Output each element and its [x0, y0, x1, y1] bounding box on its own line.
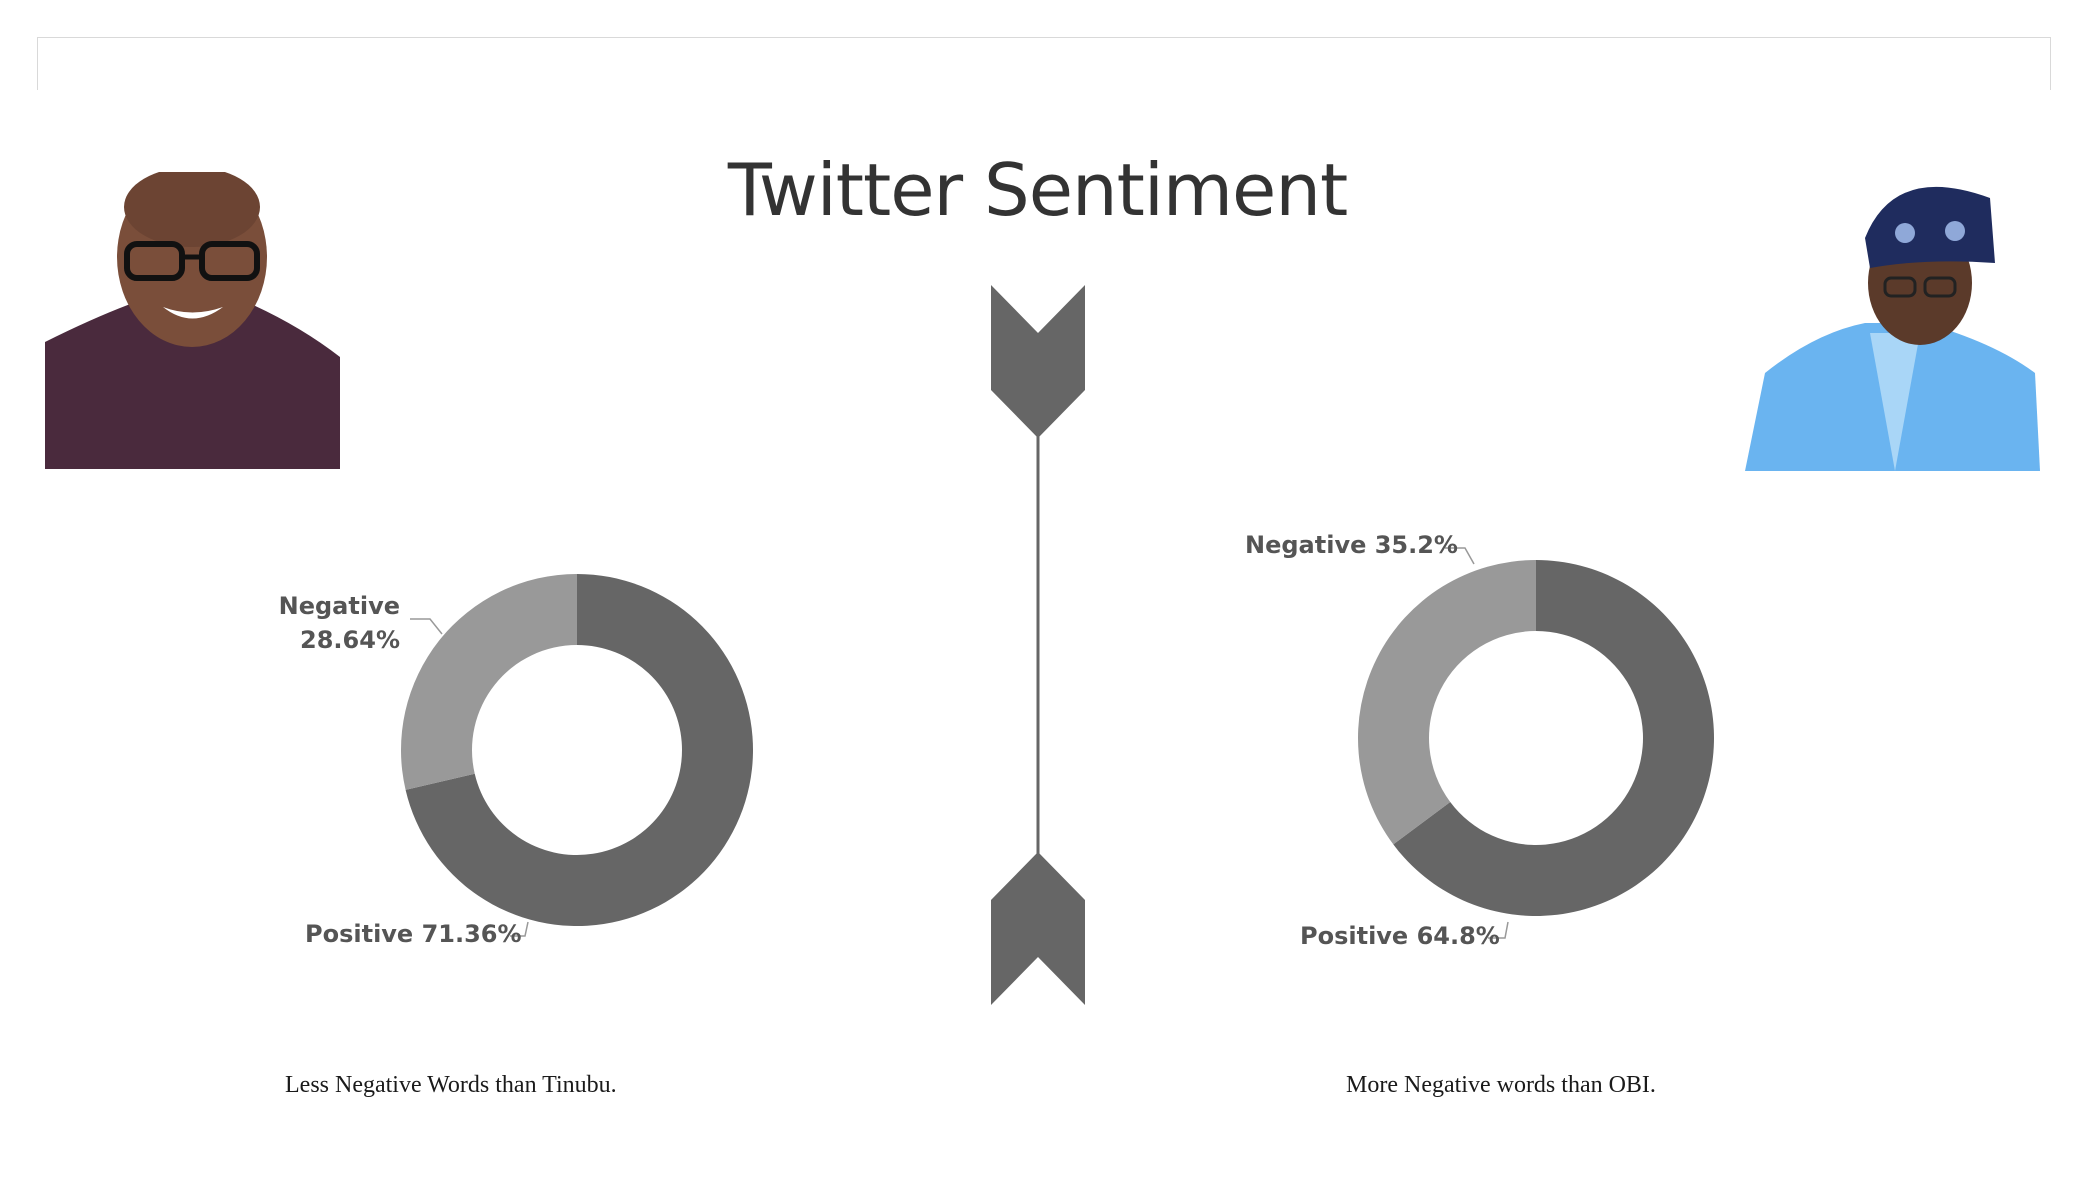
donut-slice-negative — [401, 574, 577, 790]
top-chevron-icon — [991, 285, 1085, 438]
caption-right: More Negative words than OBI. — [1346, 1072, 1656, 1098]
donut-slice-positive — [1393, 560, 1714, 916]
negative-slice-label: Negative 35.2% — [1245, 531, 1458, 559]
person-cap-icon — [1745, 173, 2040, 471]
positive-label-leader — [510, 921, 529, 937]
person-glasses-icon — [45, 172, 340, 469]
positive-slice-value: 71.36% — [422, 920, 522, 948]
positive-slice-value: 64.8% — [1417, 922, 1500, 950]
bottom-chevron-icon — [991, 852, 1085, 1005]
negative-slice-value: 28.64% — [300, 626, 400, 654]
negative-slice-label: Negative — [280, 592, 400, 620]
page-title: Twitter Sentiment — [727, 148, 1348, 232]
donut-chart-left: Negative 28.64% Positive 71.36% — [280, 574, 753, 948]
positive-slice-label: Positive 64.8% — [1300, 922, 1500, 950]
donut-slice-negative — [1358, 560, 1536, 845]
negative-slice-value: 35.2% — [1375, 531, 1458, 559]
negative-label-leader — [1445, 547, 1475, 565]
frame-mask — [30, 90, 2060, 1190]
donut-chart-right: Negative 35.2% Positive 64.8% — [1245, 531, 1714, 950]
caption-left: Less Negative Words than Tinubu. — [285, 1072, 617, 1098]
negative-label-leader — [410, 618, 443, 635]
positive-label-leader — [1488, 921, 1509, 939]
divider-arrow — [991, 285, 1085, 1005]
donut-slice-positive — [405, 574, 753, 926]
positive-slice-label: Positive 71.36% — [305, 920, 522, 948]
